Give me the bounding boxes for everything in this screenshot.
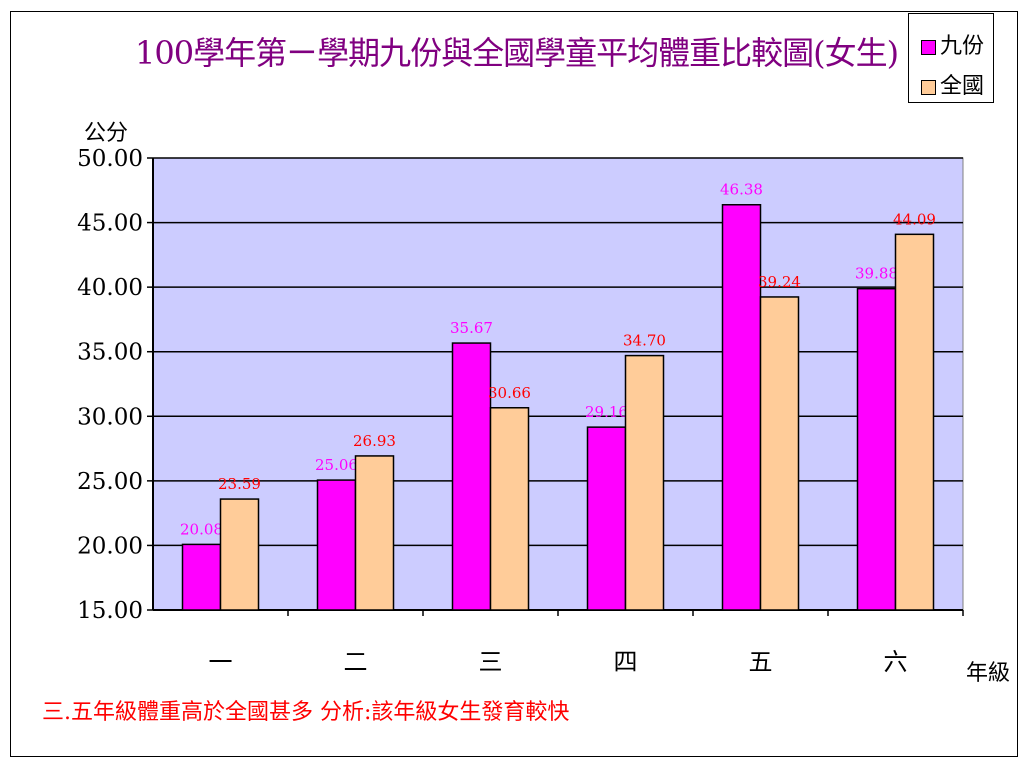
y-tick-label: 40.00 (77, 275, 143, 301)
data-label: 20.08 (180, 520, 223, 538)
x-tick-label: 四 (614, 648, 638, 676)
analysis-note: 三.五年級體重高於全國甚多 分析:該年級女生發育較快 (42, 700, 570, 725)
x-axis-label: 年級 (966, 661, 1011, 686)
bar-jiufen (586, 426, 627, 611)
data-label: 26.93 (353, 432, 396, 450)
bar-jiufen (181, 543, 222, 611)
bar-national (759, 296, 800, 611)
chart-legend: 九份 全國 (908, 13, 994, 103)
y-tick-label: 30.00 (77, 404, 143, 430)
bar-national (894, 233, 935, 611)
data-label: 39.24 (758, 273, 801, 291)
data-label: 25.06 (315, 456, 358, 474)
x-tick-label: 五 (749, 648, 773, 676)
data-label: 23.59 (218, 475, 261, 493)
y-axis-label: 公分 (84, 121, 129, 146)
bar-national (624, 354, 665, 611)
x-tick-label: 二 (344, 648, 368, 676)
legend-swatch-jiufen (921, 39, 936, 55)
y-tick-label: 35.00 (77, 340, 143, 366)
plot-area (152, 157, 964, 611)
x-tick-label: 六 (884, 648, 908, 676)
data-label: 44.09 (893, 210, 936, 228)
legend-label-national: 全國 (940, 74, 985, 99)
data-label: 30.66 (488, 384, 531, 402)
y-tick-label: 50.00 (77, 146, 143, 172)
data-label: 29.16 (585, 403, 628, 421)
bar-jiufen (856, 287, 897, 611)
x-tick-label: 一 (209, 648, 233, 676)
bar-jiufen (721, 203, 762, 611)
y-tick-label: 20.00 (77, 533, 143, 559)
legend-item-jiufen: 九份 (921, 28, 984, 60)
bar-jiufen (316, 479, 357, 611)
y-tick-label: 25.00 (77, 469, 143, 495)
y-tick-label: 15.00 (77, 598, 143, 624)
data-label: 46.38 (720, 181, 763, 199)
slide-frame (10, 11, 1018, 757)
legend-swatch-national (921, 79, 936, 95)
bar-jiufen (451, 342, 492, 611)
data-label: 35.67 (450, 319, 493, 337)
x-tick-label: 三 (479, 648, 503, 676)
legend-item-national: 全國 (921, 68, 984, 100)
y-tick-label: 45.00 (77, 211, 143, 237)
bar-national (489, 407, 530, 611)
chart-title: 100學年第ㄧ學期九份與全國學童平均體重比較圖(女生) (135, 34, 899, 72)
bar-national (219, 498, 260, 611)
data-label: 39.88 (855, 265, 898, 283)
legend-label-jiufen: 九份 (940, 34, 985, 59)
data-label: 34.70 (623, 332, 666, 350)
bar-national (354, 455, 395, 611)
